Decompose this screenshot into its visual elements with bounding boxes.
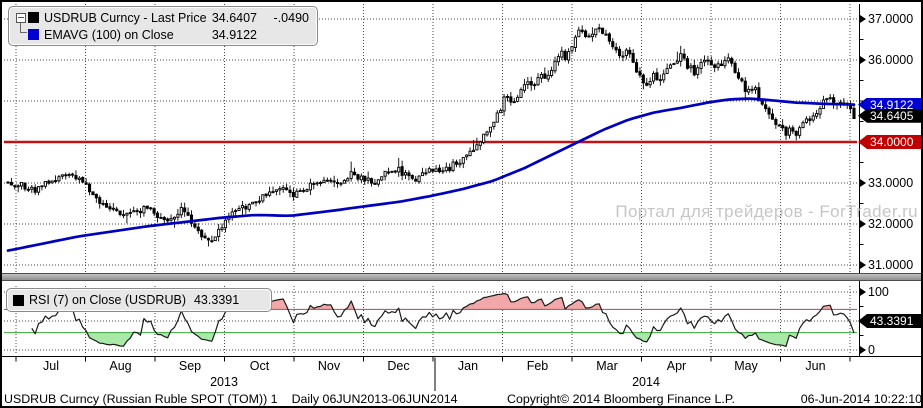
rsi-series-label[interactable]: RSI (7) on Close (USDRUB) xyxy=(29,293,186,307)
emavg-series-swatch xyxy=(28,29,39,40)
usdrub-change: -.0490 xyxy=(273,10,309,25)
footer-copyright: Copyright© 2014 Bloomberg Finance L.P. xyxy=(507,392,735,406)
usdrub-series-label[interactable]: USDRUB Curncy - Last Price xyxy=(44,10,207,25)
emavg-series-label[interactable]: EMAVG (100) on Close xyxy=(44,27,174,42)
tree-branch-line xyxy=(20,22,27,33)
collapse-icon[interactable] xyxy=(15,12,26,23)
ema-line xyxy=(6,97,856,252)
price-axis-label: 31.0000 xyxy=(860,258,913,272)
rsi-value: 43.3391 xyxy=(193,293,240,307)
footer-range: Daily 06JUN2013-06JUN2014 xyxy=(291,392,458,406)
month-label: Jan xyxy=(457,359,479,373)
legend-row-emavg[interactable]: EMAVG (100) on Close 34.9122 xyxy=(13,26,309,43)
month-label: Nov xyxy=(317,359,341,373)
rsi-value-tag: 43.3391 xyxy=(858,314,921,328)
panel-splitter[interactable] xyxy=(2,273,921,281)
month-label: Feb xyxy=(526,359,549,373)
usdrub-series-swatch xyxy=(28,12,39,23)
year-label-2013: 2013 xyxy=(210,375,238,389)
tick-arrow-icon xyxy=(860,15,866,23)
usdrub-last-price: 34.6407 xyxy=(211,10,257,25)
price-axis-label: 36.0000 xyxy=(860,53,913,67)
month-label: Mar xyxy=(596,359,618,373)
rsi-line xyxy=(31,292,855,347)
footer-datetime: 06-Jun-2014 10:22:10 xyxy=(800,392,922,406)
tick-arrow-icon xyxy=(860,179,866,187)
candlestick-series[interactable] xyxy=(6,23,856,247)
tick-arrow-icon xyxy=(860,288,866,296)
month-label: Dec xyxy=(387,359,410,373)
tree-branch-spacer xyxy=(13,26,28,43)
price-axis-label: 32.0000 xyxy=(860,217,913,231)
month-label: Apr xyxy=(666,359,687,373)
tree-collapse-toggle[interactable] xyxy=(13,9,28,33)
emavg-value: 34.9122 xyxy=(211,27,257,42)
month-label: May xyxy=(734,359,758,373)
rsi-axis-label: 100 xyxy=(860,285,889,299)
month-label: Jun xyxy=(805,359,826,373)
status-bar: USDRUB Curncy (Russian Ruble SPOT (TOM))… xyxy=(2,392,922,406)
footer-description: USDRUB Curncy (Russian Ruble SPOT (TOM))… xyxy=(4,392,278,406)
month-label: Sep xyxy=(178,359,202,373)
month-label: Jul xyxy=(43,359,59,373)
rsi-axis-label: 0 xyxy=(860,343,875,357)
tick-arrow-icon xyxy=(860,220,866,228)
tick-arrow-icon xyxy=(860,56,866,64)
last-price-tag: 34.6405 xyxy=(858,108,921,123)
support-line-tag: 34.0000 xyxy=(858,135,921,149)
tick-arrow-icon xyxy=(860,346,866,354)
rsi-legend[interactable]: RSI (7) on Close (USDRUB) 43.3391 xyxy=(6,288,272,312)
month-label: Oct xyxy=(249,359,270,373)
main-legend[interactable]: USDRUB Curncy - Last Price 34.6407 -.049… xyxy=(8,6,318,46)
price-axis-label: 33.0000 xyxy=(860,176,913,190)
price-axis-label: 37.0000 xyxy=(860,12,913,26)
year-label-2014: 2014 xyxy=(632,375,660,389)
month-label: Aug xyxy=(109,359,132,373)
tick-arrow-icon xyxy=(860,261,866,269)
legend-row-rsi[interactable]: RSI (7) on Close (USDRUB) 43.3391 xyxy=(11,291,263,309)
rsi-series-swatch xyxy=(13,294,24,306)
ema-price-tag: 34.9122 xyxy=(858,97,921,112)
legend-row-usdrub[interactable]: USDRUB Curncy - Last Price 34.6407 -.049… xyxy=(13,9,309,33)
